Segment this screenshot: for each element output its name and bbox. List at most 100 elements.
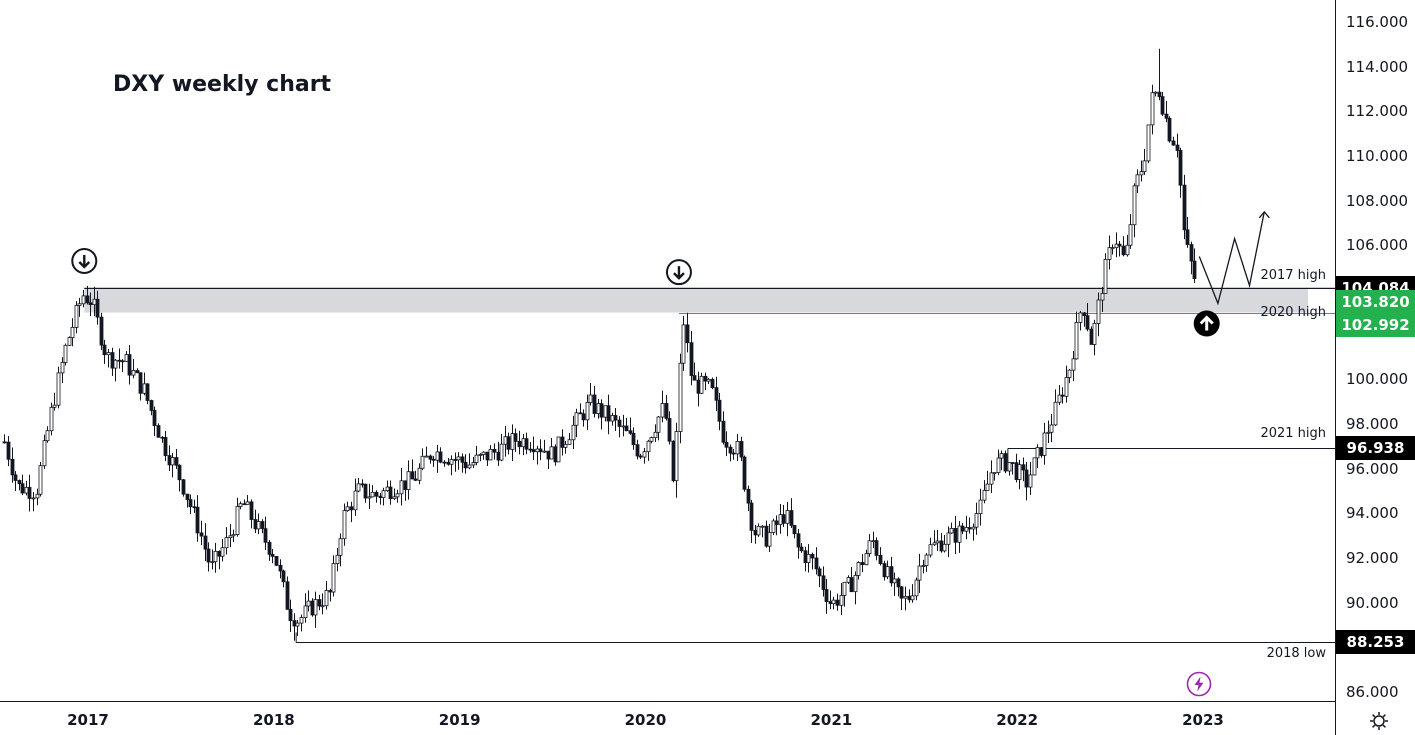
- candle-down: [1060, 394, 1065, 397]
- candle-down: [27, 486, 32, 499]
- candle-down: [817, 568, 822, 577]
- candle-down: [149, 400, 154, 411]
- candle-down: [85, 295, 90, 304]
- candle-up: [417, 467, 422, 481]
- candle-up: [621, 425, 626, 428]
- up-arrow-marker: [1193, 310, 1220, 337]
- candle-up: [1042, 432, 1047, 456]
- candle-up: [124, 354, 129, 362]
- candle-up: [331, 563, 336, 593]
- candle-up: [224, 537, 229, 549]
- candle-down: [685, 324, 690, 344]
- candle-down: [177, 464, 182, 481]
- candle-down: [696, 379, 701, 394]
- candle-down: [195, 506, 200, 534]
- candle-down: [317, 599, 322, 607]
- candle-down: [460, 456, 465, 463]
- candle-up: [1092, 323, 1097, 345]
- candle-up: [235, 506, 240, 535]
- candle-down: [102, 344, 107, 356]
- candle-down: [1121, 245, 1126, 256]
- gear-icon[interactable]: [1368, 710, 1390, 732]
- candle-up: [856, 562, 861, 576]
- candle-up: [588, 394, 593, 403]
- candle-down: [953, 527, 958, 543]
- candle-down: [145, 383, 150, 401]
- candle-down: [1182, 184, 1187, 231]
- candle-up: [910, 595, 915, 601]
- candle-down: [163, 436, 168, 456]
- candle-down: [20, 483, 25, 494]
- candle-up: [1135, 174, 1140, 187]
- candle-up: [678, 362, 683, 432]
- candle-up: [831, 599, 836, 604]
- candle-up: [92, 298, 97, 306]
- candle-down: [446, 461, 451, 465]
- candle-down: [560, 436, 565, 448]
- candle-up: [706, 378, 711, 382]
- candle-down: [496, 451, 501, 461]
- candle-down: [6, 441, 11, 460]
- time-tick-label: 2018: [252, 711, 295, 729]
- candle-up: [503, 436, 508, 445]
- candle-up: [1128, 224, 1133, 246]
- candle-up: [1078, 312, 1083, 323]
- candle-down: [524, 438, 529, 450]
- candle-up: [649, 437, 654, 442]
- candle-down: [967, 527, 972, 530]
- candle-up: [642, 451, 647, 458]
- candle-down: [860, 562, 865, 566]
- candle-up: [1035, 447, 1040, 459]
- price-tick-label: 100.000: [1346, 370, 1409, 389]
- candle-up: [949, 527, 954, 534]
- candle-down: [606, 405, 611, 422]
- time-tick-label: 2022: [996, 711, 1039, 729]
- candle-up: [303, 605, 308, 618]
- candle-down: [546, 450, 551, 460]
- candle-up: [656, 416, 661, 433]
- candle-down: [671, 440, 676, 482]
- candle-down: [188, 499, 193, 508]
- candle-up: [399, 480, 404, 495]
- candle-down: [95, 298, 100, 318]
- time-tick-label: 2019: [438, 711, 481, 729]
- candle-down: [899, 586, 904, 599]
- candle-down: [135, 370, 140, 374]
- candle-up: [549, 446, 554, 460]
- candle-up: [1103, 259, 1108, 294]
- candle-up: [456, 456, 461, 461]
- candle-up: [35, 493, 40, 499]
- time-tick-label: 2017: [67, 711, 109, 729]
- lightning-icon[interactable]: [1186, 671, 1212, 697]
- price-tick-label: 114.000: [1346, 57, 1409, 76]
- candle-up: [978, 499, 983, 515]
- candle-up: [131, 370, 136, 376]
- candle-up: [1132, 185, 1137, 226]
- candle-up: [521, 438, 526, 448]
- candle-down: [889, 566, 894, 584]
- candle-up: [81, 295, 86, 305]
- candle-up: [1107, 247, 1112, 260]
- candle-up: [342, 510, 347, 540]
- candle-up: [1057, 394, 1062, 403]
- candle-up: [871, 540, 876, 543]
- candle-up: [921, 565, 926, 567]
- candle-up: [946, 532, 951, 545]
- candle-up: [942, 543, 947, 552]
- candle-down: [599, 403, 604, 418]
- candle-down: [664, 403, 669, 419]
- candle-up: [488, 448, 493, 461]
- candle-up: [31, 497, 36, 500]
- candle-up: [435, 451, 440, 461]
- candles: [2, 48, 1197, 641]
- candle-down: [753, 529, 758, 536]
- candle-down: [1171, 140, 1176, 146]
- candle-up: [1110, 247, 1115, 250]
- candle-up: [867, 540, 872, 554]
- candle-up: [74, 305, 79, 328]
- candle-up: [1114, 243, 1119, 249]
- candle-down: [260, 521, 265, 530]
- candle-up: [842, 581, 847, 596]
- candle-up: [345, 506, 350, 511]
